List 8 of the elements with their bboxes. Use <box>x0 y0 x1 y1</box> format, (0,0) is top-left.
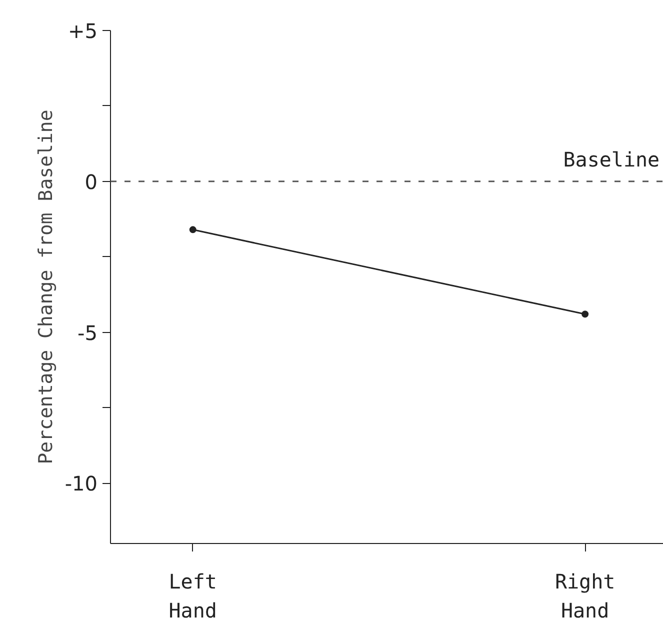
ref-line-label: Baseline <box>563 147 660 172</box>
y-tick-label: -10 <box>64 472 98 496</box>
y-tick-label: 0 <box>84 170 98 194</box>
x-tick-label: Right Hand <box>554 570 616 622</box>
x-tick-label: Left Hand <box>168 570 217 622</box>
y-tick-label: +5 <box>68 19 98 43</box>
y-tick-label: -5 <box>78 320 98 345</box>
y-axis-title: Percentage Change from Baseline <box>34 110 57 464</box>
